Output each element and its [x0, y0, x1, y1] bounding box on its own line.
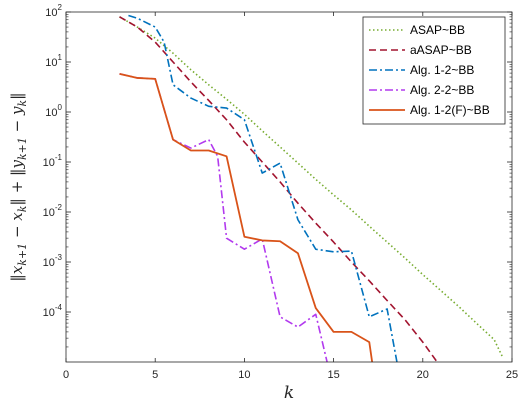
- y-tick-label: 10-4: [43, 303, 63, 319]
- y-axis-label: ‖xk+1 − xk‖ + ‖yk+1 − yk‖: [8, 92, 29, 281]
- legend-label-3: Alg. 1-2~BB: [410, 63, 474, 77]
- ticks-layer: 0 5 10 15 20 25 102 101 100 10-1 10-2 10-3 10-4: [43, 3, 519, 381]
- series-line-3: [128, 14, 398, 362]
- series-line-5: [119, 72, 374, 362]
- svg-text:‖xk+1 − xk‖ + ‖yk+1 − yk‖: ‖xk+1 − xk‖ + ‖yk+1 − yk‖: [8, 92, 29, 281]
- plot-frame: [65, 11, 513, 363]
- y-tick-label: 10-3: [43, 253, 63, 269]
- y-tick-label: 101: [45, 53, 62, 69]
- x-tick-label: 5: [152, 369, 158, 381]
- series-line-1: [119, 16, 504, 359]
- legend-label-5: Alg. 1-2(F)~BB: [410, 103, 490, 117]
- x-axis-label: k: [284, 383, 294, 403]
- y-tick-label: 102: [45, 3, 62, 19]
- legend: ASAP~BB aASAP~BB Alg. 1-2~BB Alg. 2-2~BB Alg…: [362, 16, 506, 125]
- x-tick-label: 15: [327, 369, 339, 381]
- y-tick-label: 100: [45, 103, 62, 119]
- legend-label-1: ASAP~BB: [410, 23, 465, 37]
- legend-label-2: aASAP~BB: [410, 43, 472, 57]
- x-tick-label: 10: [238, 369, 250, 381]
- y-tick-label: 10-1: [43, 153, 63, 169]
- x-tick-label: 25: [506, 369, 518, 381]
- y-tick-label: 10-2: [43, 203, 63, 219]
- series-layer: [119, 14, 504, 362]
- series-line-2: [119, 16, 439, 362]
- x-tick-label: 20: [417, 369, 429, 381]
- series-line-4: [119, 73, 328, 362]
- legend-label-4: Alg. 2-2~BB: [410, 83, 474, 97]
- x-tick-label: 0: [63, 369, 69, 381]
